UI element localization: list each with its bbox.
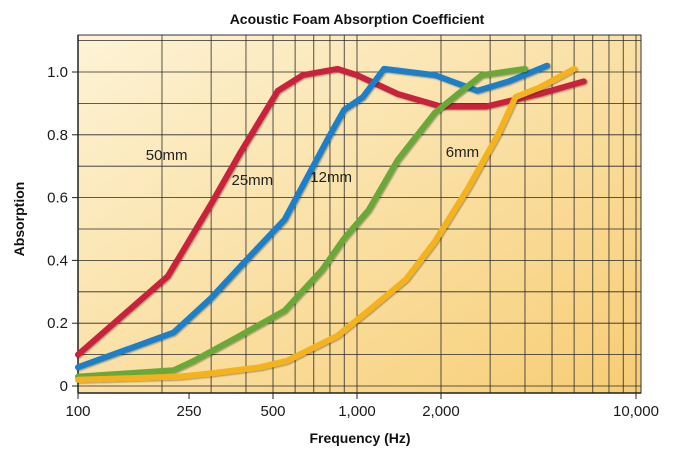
series-labels: 50mm 25mm 12mm 6mm <box>146 144 479 189</box>
series-line-6mm <box>75 65 578 383</box>
x-tick-label: 10,000 <box>613 403 659 420</box>
series-lines <box>75 62 587 383</box>
x-axis-title: Frequency (Hz) <box>309 430 410 446</box>
chart-title: Acoustic Foam Absorption Coefficient <box>230 11 485 27</box>
series-label-12mm: 12mm <box>310 169 352 186</box>
y-tick-label: 0.2 <box>47 315 68 332</box>
x-tick-label: 500 <box>260 403 285 420</box>
y-tick-label: 1.0 <box>47 64 68 81</box>
x-tick-label: 1,000 <box>338 403 376 420</box>
gridlines <box>77 35 641 393</box>
series-line-12mm <box>75 65 528 380</box>
axes: 0 0.2 0.4 0.6 0.8 1.0 100 250 500 1,000 2,000 10,00… <box>47 35 659 420</box>
y-axis-title: Absorption <box>11 182 27 257</box>
y-tick-label: 0.6 <box>47 190 68 207</box>
y-tick-label: 0.4 <box>47 252 68 269</box>
series-line-25mm <box>75 62 551 371</box>
series-label-50mm: 50mm <box>146 147 188 164</box>
y-tick-label: 0 <box>60 378 68 395</box>
x-tick-label: 100 <box>65 403 90 420</box>
x-tick-label: 250 <box>177 403 202 420</box>
series-line-50mm <box>75 65 587 358</box>
series-label-6mm: 6mm <box>446 144 479 161</box>
x-tick-label: 2,000 <box>422 403 460 420</box>
series-label-25mm: 25mm <box>232 172 274 189</box>
y-tick-label: 0.8 <box>47 127 68 144</box>
